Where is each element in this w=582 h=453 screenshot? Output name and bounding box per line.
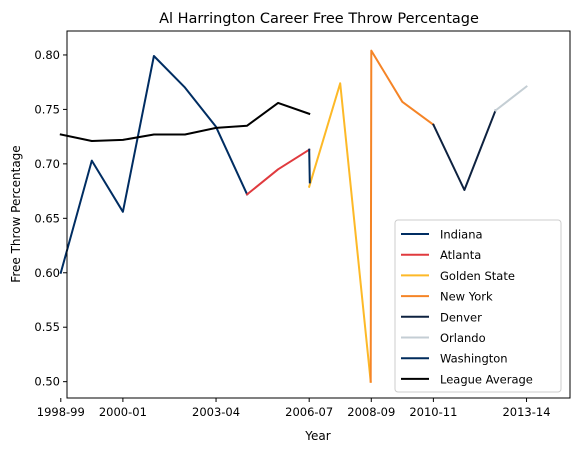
x-tick-label: 2006-07 [285, 405, 333, 419]
y-tick-label: 0.70 [34, 157, 60, 171]
plot-area [59, 49, 528, 383]
legend-label-new-york: New York [440, 290, 493, 304]
y-tick-label: 0.60 [34, 266, 60, 280]
series-line-golden-state [307, 82, 372, 383]
y-tick-label: 0.65 [34, 211, 60, 225]
series-line-new-york [369, 49, 435, 383]
legend-label-league-average: League Average [440, 372, 533, 386]
series-line-league-average [59, 101, 311, 142]
legend: Indiana Atlanta Golden State New York Denver… [394, 219, 562, 393]
series-line-washington [308, 148, 311, 184]
legend-label-golden-state: Golden State [440, 269, 515, 283]
legend-label-orlando: Orlando [440, 331, 486, 345]
legend-label-denver: Denver [440, 310, 482, 324]
y-tick-label: 0.75 [34, 102, 60, 116]
x-tick-label: 2008-09 [347, 405, 395, 419]
x-tick-label: 2000-01 [99, 405, 147, 419]
series-line-orlando [494, 85, 528, 112]
legend-label-atlanta: Atlanta [440, 248, 481, 262]
x-tick-label: 2013-14 [502, 405, 550, 419]
x-tick-label: 1998-99 [37, 405, 85, 419]
y-tick-label: 0.55 [34, 320, 60, 334]
y-axis: 0.50 0.55 0.60 0.65 0.70 0.75 0.80 [34, 48, 67, 389]
y-tick-label: 0.50 [34, 375, 60, 389]
y-axis-label: Free Throw Percentage [9, 145, 23, 282]
axes-frame [66, 30, 571, 399]
x-axis-label: Year [304, 429, 330, 443]
legend-label-indiana: Indiana [440, 228, 483, 242]
x-tick-label: 2010-11 [409, 405, 457, 419]
x-tick-label: 2003-04 [192, 405, 240, 419]
legend-box [394, 219, 562, 393]
series-line-indiana [59, 55, 249, 275]
x-axis: 1998-99 2000-01 2003-04 2006-07 2008-09 2010-… [37, 398, 551, 419]
series-line-denver [432, 109, 497, 191]
y-tick-label: 0.80 [34, 48, 60, 62]
chart-title: Al Harrington Career Free Throw Percenta… [159, 11, 479, 27]
legend-label-washington: Washington [440, 352, 508, 366]
series-line-atlanta [245, 148, 311, 196]
